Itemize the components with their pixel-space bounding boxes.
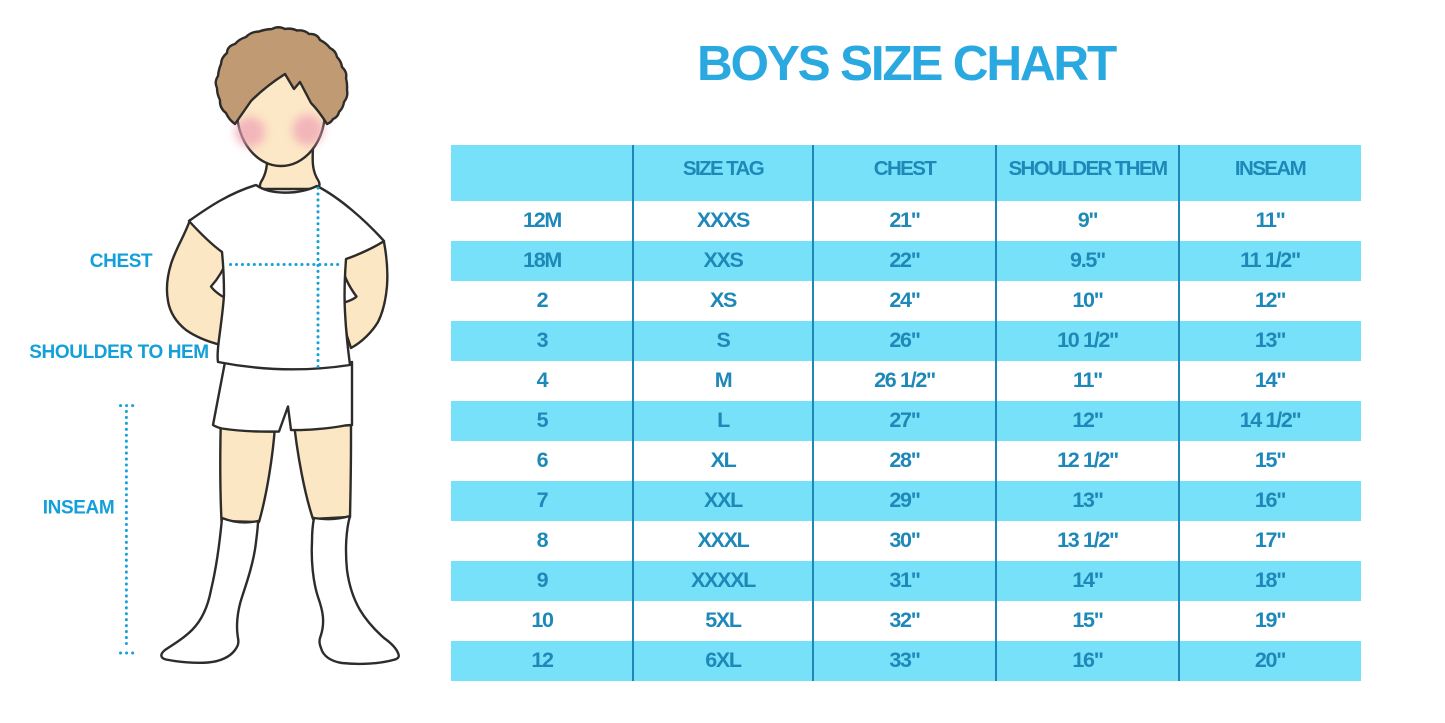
svg-text:INSEAM: INSEAM [43,498,115,519]
svg-text:SHOULDER TO HEM: SHOULDER TO HEM [29,342,208,363]
svg-text:CHEST: CHEST [90,251,153,272]
